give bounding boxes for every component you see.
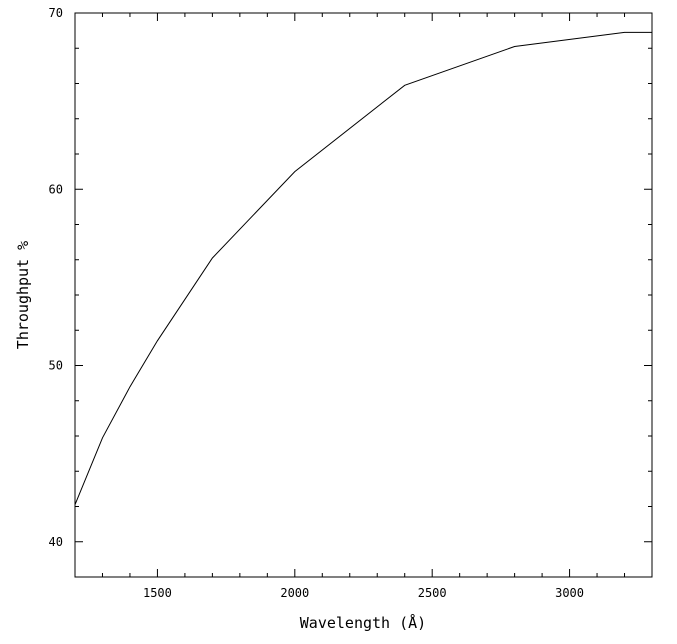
x-tick-label: 1500 — [143, 586, 172, 600]
y-axis-title: Throughput % — [14, 241, 32, 349]
minor-ticks — [74, 13, 653, 578]
x-tick-label: 2000 — [280, 586, 309, 600]
y-tick-label: 40 — [49, 535, 63, 549]
x-axis-title: Wavelength (Å) — [300, 613, 426, 632]
y-tick-label: 70 — [49, 6, 63, 20]
major-ticks — [75, 12, 652, 577]
x-tick-label: 2500 — [418, 586, 447, 600]
plot-frame — [74, 12, 653, 578]
y-tick-label: 60 — [49, 182, 63, 196]
x-tick-labels: 1500 2000 2500 3000 — [143, 586, 584, 600]
x-tick-label: 3000 — [555, 586, 584, 600]
y-tick-labels: 40 50 60 70 — [49, 6, 63, 549]
series-line-throughput — [74, 31, 652, 505]
y-tick-label: 50 — [49, 359, 63, 373]
